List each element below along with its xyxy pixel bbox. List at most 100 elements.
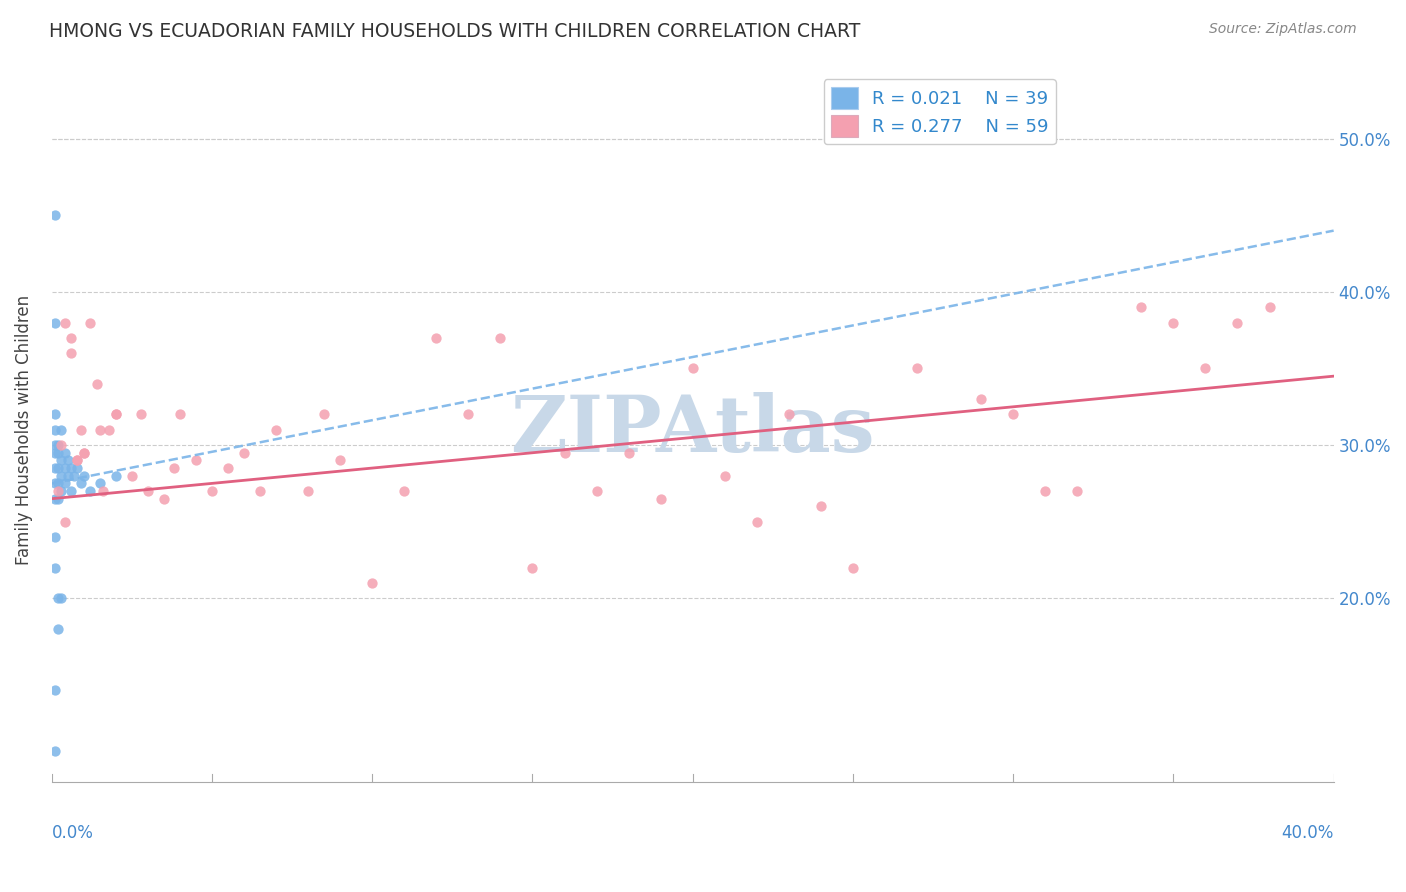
Point [522, 560, 544, 574]
Point [46, 491, 69, 506]
Point [131, 408, 153, 422]
Point [53, 476, 76, 491]
Point [553, 446, 575, 460]
Point [121, 468, 143, 483]
Point [46, 446, 69, 460]
Point [53, 461, 76, 475]
Y-axis label: Family Households with Children: Family Households with Children [15, 294, 32, 565]
Point [59, 484, 82, 499]
Point [713, 468, 735, 483]
Point [46, 476, 69, 491]
Point [264, 423, 287, 437]
Point [79, 316, 101, 330]
Point [425, 331, 447, 345]
Point [1163, 316, 1185, 330]
Point [394, 484, 416, 499]
Point [59, 331, 82, 345]
Point [51, 468, 73, 483]
Point [650, 491, 672, 506]
Text: Source: ZipAtlas.com: Source: ZipAtlas.com [1209, 22, 1357, 37]
Point [46, 461, 69, 475]
Point [217, 461, 239, 475]
Point [44, 408, 66, 422]
Point [184, 453, 207, 467]
Text: 0.0%: 0.0% [52, 824, 94, 842]
Point [44, 560, 66, 574]
Point [46, 438, 69, 452]
Point [104, 408, 127, 422]
Point [1130, 300, 1153, 314]
Point [44, 423, 66, 437]
Point [69, 423, 91, 437]
Legend: R = 0.021    N = 39, R = 0.277    N = 59: R = 0.021 N = 39, R = 0.277 N = 59 [824, 79, 1056, 145]
Point [79, 484, 101, 499]
Point [153, 491, 176, 506]
Text: 40.0%: 40.0% [1281, 824, 1334, 842]
Point [51, 484, 73, 499]
Point [842, 560, 865, 574]
Point [778, 408, 800, 422]
Point [329, 453, 352, 467]
Point [970, 392, 993, 406]
Point [46, 484, 69, 499]
Point [1226, 316, 1249, 330]
Point [104, 468, 127, 483]
Point [66, 453, 89, 467]
Point [44, 476, 66, 491]
Point [745, 515, 768, 529]
Point [51, 423, 73, 437]
Point [136, 484, 159, 499]
Point [162, 461, 184, 475]
Point [46, 591, 69, 606]
Point [617, 446, 640, 460]
Point [297, 484, 319, 499]
Point [104, 408, 127, 422]
Point [457, 408, 479, 422]
Point [73, 446, 96, 460]
Point [89, 423, 111, 437]
Point [86, 376, 108, 391]
Point [1066, 484, 1088, 499]
Point [51, 438, 73, 452]
Point [201, 484, 224, 499]
Point [51, 591, 73, 606]
Point [905, 361, 928, 376]
Point [53, 515, 76, 529]
Point [73, 468, 96, 483]
Point [585, 484, 607, 499]
Point [44, 744, 66, 758]
Point [66, 453, 89, 467]
Point [44, 438, 66, 452]
Point [1002, 408, 1025, 422]
Point [1033, 484, 1056, 499]
Point [314, 408, 336, 422]
Point [56, 468, 79, 483]
Point [59, 346, 82, 360]
Point [59, 461, 82, 475]
Point [53, 446, 76, 460]
Point [69, 476, 91, 491]
Point [810, 500, 832, 514]
Point [44, 446, 66, 460]
Point [44, 683, 66, 698]
Point [44, 530, 66, 544]
Point [169, 408, 191, 422]
Point [361, 576, 384, 591]
Text: ZIPAtlas: ZIPAtlas [510, 392, 875, 467]
Point [249, 484, 271, 499]
Point [233, 446, 256, 460]
Point [56, 453, 79, 467]
Point [44, 316, 66, 330]
Point [73, 446, 96, 460]
Text: HMONG VS ECUADORIAN FAMILY HOUSEHOLDS WITH CHILDREN CORRELATION CHART: HMONG VS ECUADORIAN FAMILY HOUSEHOLDS WI… [49, 22, 860, 41]
Point [98, 423, 121, 437]
Point [44, 491, 66, 506]
Point [91, 484, 114, 499]
Point [46, 622, 69, 636]
Point [44, 208, 66, 222]
Point [51, 453, 73, 467]
Point [63, 468, 86, 483]
Point [682, 361, 704, 376]
Point [89, 476, 111, 491]
Point [44, 461, 66, 475]
